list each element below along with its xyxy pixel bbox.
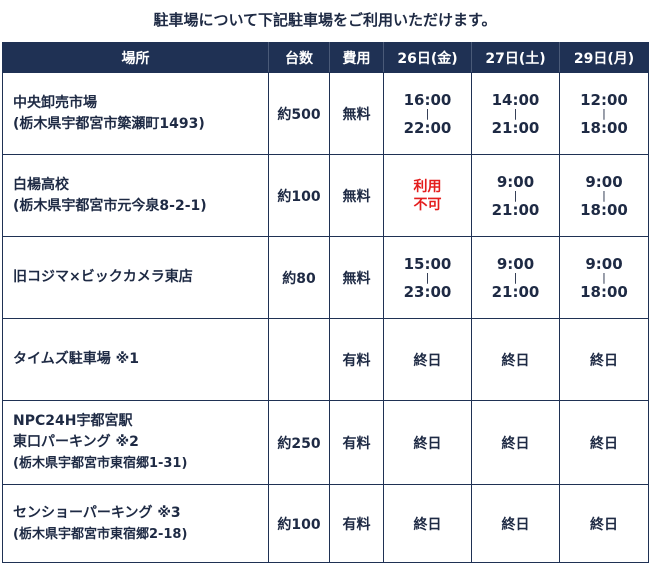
table-row: 白楊高校 (栃木県宇都宮市元今泉8-2-1) 約100 無料 利用 不可 9:0… (2, 154, 649, 237)
header-capacity: 台数 (268, 42, 330, 73)
time-start: 15:00 (403, 254, 452, 273)
unavailable-line-1: 利用 (413, 178, 442, 195)
time-cell-day-27: 9:00 | 21:00 (471, 236, 560, 319)
time-separator: | (425, 270, 430, 284)
time-cell-day-26: 利用 不可 (383, 154, 472, 237)
fee-cell: 無料 (329, 236, 384, 319)
time-start: 9:00 (585, 254, 623, 273)
place-name-line-1: NPC24H宇都宮駅 (13, 413, 133, 429)
fee-cell: 有料 (329, 484, 384, 563)
table-row: センショーパーキング ※3 (栃木県宇都宮市東宿郷2-18) 約100 有料 終… (2, 484, 649, 563)
unavailable-label: 利用 不可 (384, 178, 471, 214)
place-name: 旧コジマ×ビックカメラ東店 (13, 269, 193, 285)
capacity-cell: 約500 (268, 72, 330, 155)
place-cell: センショーパーキング ※3 (栃木県宇都宮市東宿郷2-18) (2, 484, 269, 563)
time-end: 18:00 (580, 282, 628, 301)
time-cell-day-29: 9:00 | 18:00 (559, 236, 649, 319)
parking-table: 場所 台数 費用 26日(金) 27日(土) 29日(月) 中央卸売市場 (栃木… (2, 42, 649, 563)
table-row: タイムズ駐車場 ※1 有料 終日 終日 終日 (2, 318, 649, 401)
time-cell-day-27: 9:00 | 21:00 (471, 154, 560, 237)
header-row: 場所 台数 費用 26日(金) 27日(土) 29日(月) (2, 42, 649, 73)
time-cell-day-29: 終日 (559, 484, 649, 563)
time-separator: | (513, 188, 518, 202)
place-address: (栃木県宇都宮市東宿郷1-31) (13, 456, 188, 471)
place-name: センショーパーキング ※3 (13, 504, 181, 521)
time-end: 18:00 (580, 200, 628, 219)
place-cell: タイムズ駐車場 ※1 (2, 318, 269, 401)
time-cell-day-27: 終日 (471, 400, 560, 485)
time-start: 9:00 (585, 172, 623, 191)
time-separator: | (602, 188, 606, 202)
time-end: 21:00 (491, 282, 540, 301)
time-separator: | (513, 106, 518, 120)
header-place: 場所 (2, 42, 269, 73)
table-row: 中央卸売市場 (栃木県宇都宮市簗瀬町1493) 約500 無料 16:00 | … (2, 72, 649, 155)
time-separator: | (602, 270, 606, 284)
header-fee: 費用 (329, 42, 384, 73)
time-cell-day-29: 9:00 | 18:00 (559, 154, 649, 237)
fee-cell: 無料 (329, 72, 384, 155)
place-address: (栃木県宇都宮市簗瀬町1493) (13, 115, 205, 132)
fee-cell: 有料 (329, 400, 384, 485)
capacity-cell: 約80 (268, 236, 330, 319)
time-end: 18:00 (580, 118, 628, 137)
capacity-cell: 約250 (268, 400, 330, 485)
header-day-26: 26日(金) (383, 42, 472, 73)
time-separator: | (513, 270, 518, 284)
time-start: 9:00 (496, 254, 535, 273)
place-cell: 白楊高校 (栃木県宇都宮市元今泉8-2-1) (2, 154, 269, 237)
time-cell-day-27: 終日 (471, 484, 560, 563)
time-cell-day-29: 終日 (559, 318, 649, 401)
time-end: 21:00 (491, 118, 540, 137)
header-day-29: 29日(月) (559, 42, 649, 73)
place-name-line-2: 東口パーキング ※2 (13, 434, 139, 450)
place-cell: 旧コジマ×ビックカメラ東店 (2, 236, 269, 319)
time-end: 22:00 (403, 118, 452, 137)
unavailable-line-2: 不可 (413, 196, 442, 213)
place-name: 白楊高校 (13, 176, 69, 193)
time-separator: | (425, 106, 430, 120)
header-day-27: 27日(土) (471, 42, 560, 73)
place-name: タイムズ駐車場 ※1 (13, 351, 139, 367)
time-start: 14:00 (491, 90, 540, 109)
table-row: 旧コジマ×ビックカメラ東店 約80 無料 15:00 | 23:00 9:00 … (2, 236, 649, 319)
intro-text: 駐車場について下記駐車場をご利用いただけます。 (153, 11, 497, 29)
time-cell-day-26: 終日 (383, 318, 472, 401)
time-cell-day-29: 終日 (559, 400, 649, 485)
place-address: (栃木県宇都宮市元今泉8-2-1) (13, 197, 207, 214)
table-row: NPC24H宇都宮駅 東口パーキング ※2 (栃木県宇都宮市東宿郷1-31) 約… (2, 400, 649, 485)
time-cell-day-26: 16:00 | 22:00 (383, 72, 472, 155)
capacity-cell (268, 318, 330, 401)
time-start: 9:00 (496, 172, 535, 191)
fee-cell: 無料 (329, 154, 384, 237)
time-start: 16:00 (403, 90, 452, 109)
fee-cell: 有料 (329, 318, 384, 401)
capacity-cell: 約100 (268, 154, 330, 237)
capacity-cell: 約100 (268, 484, 330, 563)
time-end: 23:00 (403, 282, 452, 301)
time-end: 21:00 (491, 200, 540, 219)
time-start: 12:00 (580, 90, 628, 109)
place-address: (栃木県宇都宮市東宿郷2-18) (13, 526, 188, 542)
place-name: 中央卸売市場 (13, 94, 97, 111)
time-cell-day-26: 終日 (383, 484, 472, 563)
place-cell: 中央卸売市場 (栃木県宇都宮市簗瀬町1493) (2, 72, 269, 155)
time-separator: | (602, 106, 606, 120)
place-cell: NPC24H宇都宮駅 東口パーキング ※2 (栃木県宇都宮市東宿郷1-31) (2, 400, 269, 485)
time-cell-day-26: 終日 (383, 400, 472, 485)
time-cell-day-27: 終日 (471, 318, 560, 401)
time-cell-day-26: 15:00 | 23:00 (383, 236, 472, 319)
time-cell-day-29: 12:00 | 18:00 (559, 72, 649, 155)
time-cell-day-27: 14:00 | 21:00 (471, 72, 560, 155)
